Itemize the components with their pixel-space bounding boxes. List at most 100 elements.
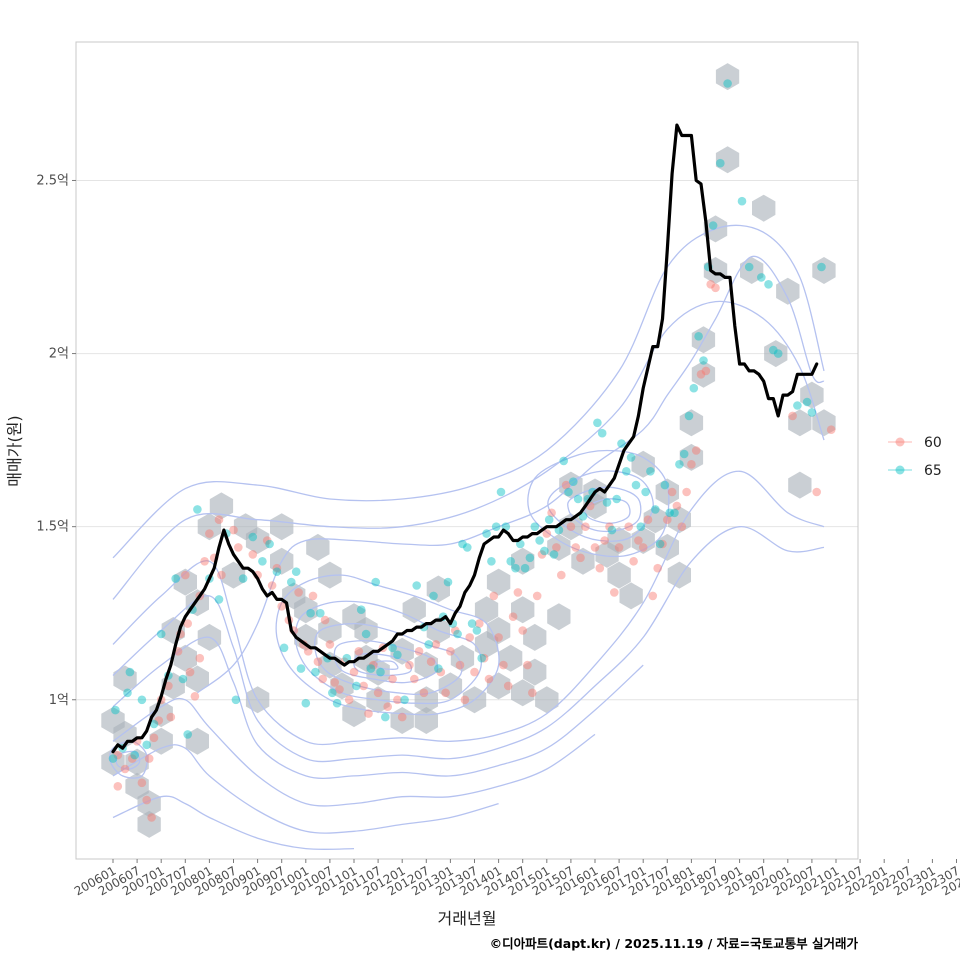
data-point-65 bbox=[593, 418, 602, 428]
data-point-65 bbox=[535, 536, 544, 545]
legend-item-60: 60 bbox=[888, 435, 942, 451]
data-point-65 bbox=[371, 577, 381, 587]
hexbin-cell bbox=[270, 513, 294, 541]
data-point-65 bbox=[525, 553, 535, 563]
hexbin-cell bbox=[740, 257, 764, 284]
data-point-65 bbox=[597, 428, 607, 438]
legend-item-65: 65 bbox=[888, 463, 942, 479]
data-point-60 bbox=[701, 366, 711, 376]
data-point-60 bbox=[826, 425, 836, 435]
hexbin-cell bbox=[149, 700, 173, 728]
data-point-65 bbox=[316, 608, 325, 618]
data-point-60 bbox=[523, 660, 532, 670]
data-point-60 bbox=[137, 778, 147, 788]
data-point-65 bbox=[773, 349, 783, 358]
data-point-65 bbox=[602, 498, 612, 507]
data-point-60 bbox=[373, 688, 383, 698]
hexbin-cell bbox=[571, 547, 595, 575]
data-point-65 bbox=[764, 280, 773, 289]
data-point-60 bbox=[120, 764, 130, 774]
data-point-60 bbox=[113, 750, 123, 760]
data-point-60 bbox=[277, 602, 287, 611]
data-point-60 bbox=[638, 543, 648, 552]
data-point-60 bbox=[431, 640, 441, 649]
data-point-65 bbox=[622, 467, 631, 476]
data-point-60 bbox=[349, 667, 359, 677]
data-point-65 bbox=[361, 629, 371, 639]
density-contour bbox=[115, 750, 141, 770]
data-point-60 bbox=[479, 653, 489, 663]
data-point-65 bbox=[400, 695, 409, 705]
data-point-65 bbox=[111, 705, 120, 715]
density-contour bbox=[333, 640, 439, 684]
hexbin-cell bbox=[523, 623, 547, 651]
data-point-60 bbox=[634, 536, 643, 545]
hexbin-cell bbox=[776, 277, 800, 305]
data-point-65 bbox=[607, 525, 617, 535]
data-point-60 bbox=[682, 487, 691, 497]
hexbin-cell bbox=[294, 596, 318, 624]
data-point-60 bbox=[248, 550, 258, 559]
data-point-65 bbox=[272, 567, 282, 576]
density-contour bbox=[584, 498, 631, 524]
data-point-60 bbox=[537, 550, 547, 559]
data-point-60 bbox=[185, 667, 195, 677]
data-point-65 bbox=[491, 522, 501, 531]
data-point-65 bbox=[569, 477, 578, 487]
data-point-65 bbox=[744, 262, 754, 272]
data-point-65 bbox=[544, 515, 554, 524]
data-point-60 bbox=[436, 667, 446, 677]
data-point-60 bbox=[183, 619, 192, 628]
data-point-60 bbox=[195, 653, 205, 663]
density-contour bbox=[112, 224, 825, 559]
hexbin-cell bbox=[800, 381, 824, 409]
density-contour bbox=[112, 636, 644, 779]
hexbin-cell bbox=[679, 409, 704, 437]
density-contour bbox=[112, 526, 825, 763]
data-point-60 bbox=[590, 543, 600, 552]
hexbin-cell bbox=[185, 665, 209, 693]
data-point-65 bbox=[265, 539, 274, 549]
data-point-60 bbox=[344, 695, 354, 705]
hexbin-cell bbox=[535, 686, 559, 714]
data-point-65 bbox=[617, 439, 626, 448]
data-point-60 bbox=[455, 660, 465, 670]
hexbin-cell bbox=[209, 492, 234, 520]
data-point-60 bbox=[677, 522, 687, 531]
hexbin-cell bbox=[788, 409, 812, 437]
data-point-65 bbox=[802, 397, 812, 407]
hexbin-cell bbox=[547, 533, 571, 561]
y-tick-label: 2억 bbox=[49, 347, 69, 362]
data-point-65 bbox=[670, 508, 679, 518]
data-point-60 bbox=[441, 688, 450, 698]
data-point-60 bbox=[144, 754, 154, 763]
data-point-60 bbox=[113, 782, 123, 791]
data-point-60 bbox=[267, 581, 277, 590]
data-point-65 bbox=[376, 667, 385, 677]
data-point-60 bbox=[576, 553, 585, 563]
hexbin-cell bbox=[125, 772, 149, 800]
hexbin-cell bbox=[426, 575, 450, 603]
data-point-65 bbox=[301, 698, 311, 708]
data-point-60 bbox=[605, 522, 614, 531]
data-point-60 bbox=[142, 795, 151, 805]
data-point-60 bbox=[181, 570, 190, 580]
data-point-60 bbox=[614, 543, 624, 552]
data-point-65 bbox=[496, 487, 506, 497]
data-point-60 bbox=[426, 657, 436, 666]
data-point-65 bbox=[443, 577, 453, 587]
data-point-65 bbox=[817, 262, 826, 272]
data-point-65 bbox=[130, 750, 139, 760]
data-point-60 bbox=[460, 695, 470, 705]
data-point-65 bbox=[506, 557, 515, 566]
hexbin-cell bbox=[486, 617, 511, 644]
density-contour bbox=[527, 449, 670, 558]
data-point-60 bbox=[205, 529, 214, 538]
plot-panel bbox=[76, 42, 858, 859]
data-point-60 bbox=[532, 591, 542, 601]
data-point-65 bbox=[424, 640, 434, 649]
data-point-60 bbox=[653, 563, 662, 573]
data-point-65 bbox=[332, 698, 342, 708]
data-point-60 bbox=[414, 647, 424, 656]
